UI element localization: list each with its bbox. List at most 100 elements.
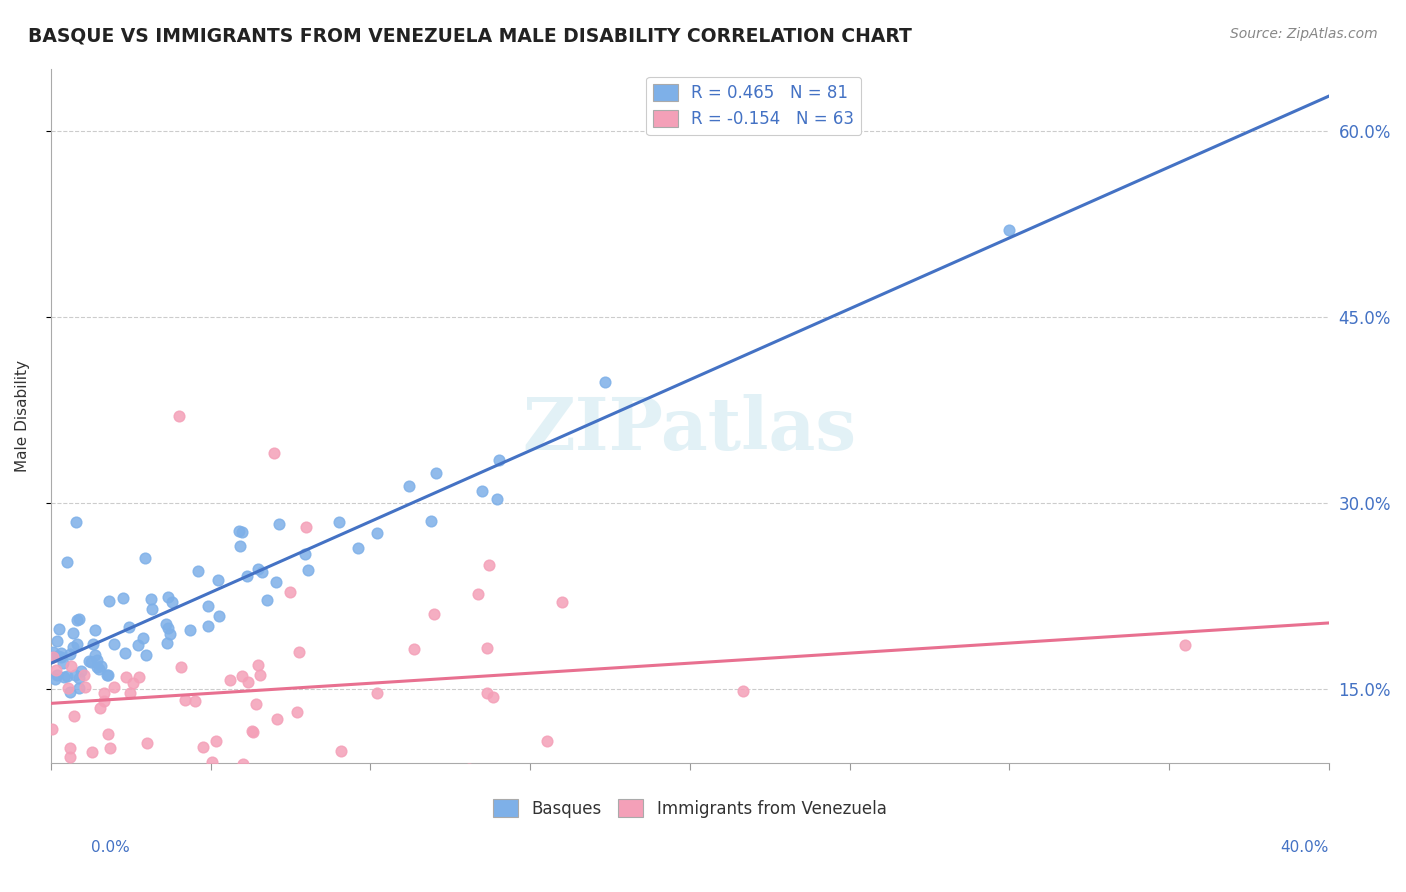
Point (56, 555, 79, 569)
Point (263, 446, 285, 460)
Point (246, 657, 269, 672)
Point (471, 484, 494, 499)
Point (250, 566, 273, 580)
Point (208, 609, 231, 624)
Point (98, 593, 121, 607)
Point (197, 619, 219, 633)
Point (97, 668, 120, 682)
Point (488, 452, 510, 467)
Point (83, 623, 105, 637)
Point (419, 514, 441, 528)
Point (242, 724, 264, 739)
Point (294, 547, 316, 561)
Point (42, 645, 65, 659)
Point (441, 770, 464, 784)
Point (103, 637, 125, 651)
Point (70, 664, 93, 678)
Point (67, 671, 90, 685)
Point (66, 637, 89, 651)
Point (246, 562, 269, 576)
Point (423, 607, 446, 622)
Point (240, 723, 263, 738)
Legend: Basques, Immigrants from Venezuela: Basques, Immigrants from Venezuela (486, 793, 893, 824)
Point (551, 595, 574, 609)
Point (45, 664, 67, 678)
Point (402, 641, 425, 656)
Point (467, 587, 489, 601)
Point (86, 660, 108, 674)
Point (266, 575, 288, 590)
Point (60, 658, 83, 673)
Point (187, 565, 209, 579)
Point (49, 649, 72, 664)
Point (48, 649, 70, 664)
Point (231, 524, 253, 539)
Point (156, 636, 179, 650)
Point (82, 637, 104, 651)
Point (482, 690, 505, 705)
Point (228, 524, 250, 539)
Point (122, 676, 145, 690)
Point (41, 650, 63, 665)
Point (128, 670, 150, 684)
Text: ZIPatlas: ZIPatlas (523, 394, 856, 466)
Point (536, 733, 558, 747)
Text: Source: ZipAtlas.com: Source: ZipAtlas.com (1230, 27, 1378, 41)
Point (132, 632, 155, 646)
Point (97, 727, 120, 741)
Point (93, 686, 115, 700)
Point (93, 694, 115, 708)
Point (593, 376, 616, 390)
Point (63, 667, 86, 681)
Point (297, 563, 319, 577)
Point (160, 595, 183, 609)
Point (330, 744, 353, 758)
Point (184, 693, 207, 707)
Point (193, 740, 215, 755)
Point (112, 591, 135, 606)
Point (82, 745, 104, 759)
Point (120, 686, 142, 700)
Point (269, 516, 291, 531)
Point (1174, 638, 1197, 652)
Point (179, 624, 201, 638)
Point (266, 712, 288, 726)
Point (245, 697, 267, 711)
Point (45, 634, 67, 648)
Point (135, 736, 157, 750)
Point (346, 541, 368, 556)
Point (302, 779, 325, 793)
Point (173, 693, 195, 707)
Point (201, 755, 224, 769)
Point (170, 660, 193, 674)
Text: BASQUE VS IMMIGRANTS FROM VENEZUELA MALE DISABILITY CORRELATION CHART: BASQUE VS IMMIGRANTS FROM VENEZUELA MALE… (28, 27, 912, 45)
Point (285, 705, 308, 719)
Point (278, 584, 301, 599)
Point (328, 515, 350, 529)
Point (256, 592, 278, 607)
Point (114, 646, 136, 660)
Point (73, 668, 96, 682)
Point (59, 647, 82, 661)
Point (48, 622, 70, 636)
Point (139, 591, 162, 606)
Point (86, 653, 108, 667)
Point (195, 764, 218, 778)
Point (343, 797, 366, 812)
Point (197, 599, 219, 613)
Point (135, 648, 157, 663)
Point (288, 645, 311, 659)
Point (52, 670, 75, 684)
Point (77, 654, 100, 668)
Point (58, 749, 80, 764)
Point (63, 709, 86, 723)
Point (478, 558, 501, 572)
Point (366, 686, 388, 700)
Point (207, 573, 229, 587)
Point (118, 620, 141, 634)
Point (52, 656, 75, 670)
Point (91, 797, 114, 812)
Point (141, 601, 163, 615)
Point (398, 479, 420, 493)
Point (45, 667, 67, 681)
